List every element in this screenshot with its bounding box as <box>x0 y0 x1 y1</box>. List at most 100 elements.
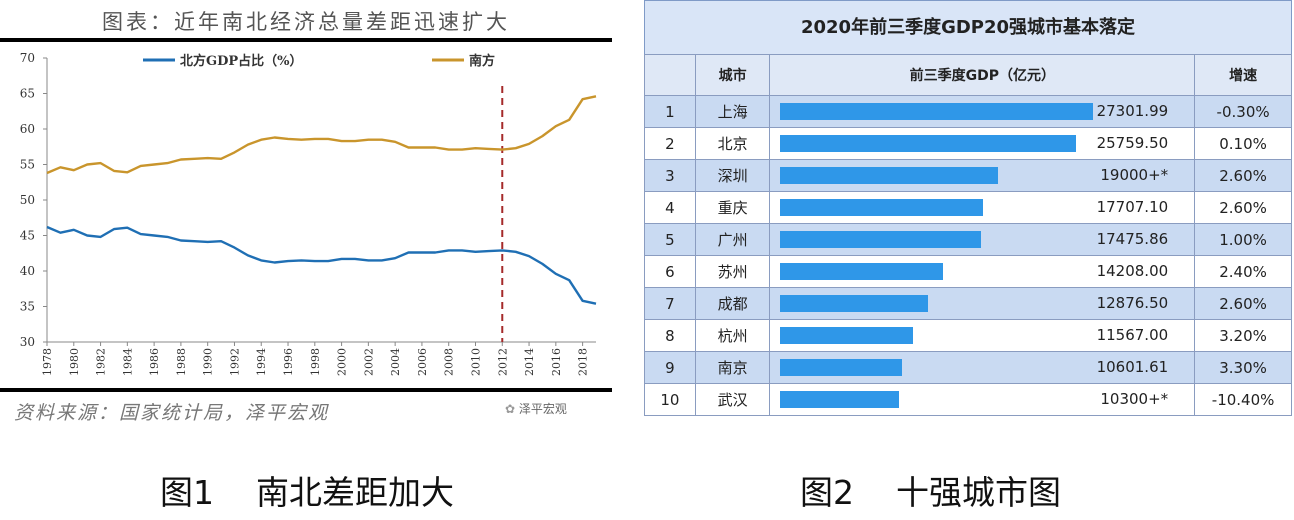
gdp-cell: 17475.86 <box>769 223 1196 256</box>
city-cell: 深圳 <box>694 159 771 192</box>
x-tick-label: 2002 <box>362 348 375 376</box>
table-row: 4 重庆 17707.10 2.60% <box>644 191 1292 224</box>
growth-cell: 0.10% <box>1194 127 1292 160</box>
gdp-cell: 10601.61 <box>769 351 1196 384</box>
x-tick-label: 1978 <box>41 348 54 376</box>
header-growth: 增速 <box>1194 54 1292 96</box>
gdp-value-label: 27301.99 <box>1096 102 1169 120</box>
y-tick-label: 50 <box>20 193 35 207</box>
city-cell: 北京 <box>694 127 771 160</box>
table-row: 10 武汉 10300+* -10.40% <box>644 383 1292 416</box>
x-tick-label: 2000 <box>336 348 349 376</box>
gdp-bar <box>780 167 999 184</box>
growth-cell: -10.40% <box>1194 383 1292 416</box>
chart1-watermark: ✿ 泽平宏观 <box>505 400 567 417</box>
gdp-bar <box>780 231 981 248</box>
rank-cell: 8 <box>644 319 696 352</box>
table-row: 3 深圳 19000+* 2.60% <box>644 159 1292 192</box>
chart1-bottom-rule <box>0 388 612 392</box>
gdp-cell: 17707.10 <box>769 191 1196 224</box>
city-cell: 苏州 <box>694 255 771 288</box>
growth-cell: 2.60% <box>1194 159 1292 192</box>
gdp-value-label: 14208.00 <box>1096 262 1169 280</box>
x-tick-label: 2006 <box>416 348 429 376</box>
header-city: 城市 <box>694 54 771 96</box>
y-tick-label: 35 <box>20 300 35 314</box>
y-tick-label: 55 <box>20 158 35 172</box>
growth-cell: 3.20% <box>1194 319 1292 352</box>
gdp-value-label: 19000+* <box>1100 166 1169 184</box>
x-tick-label: 1986 <box>148 348 161 376</box>
rank-cell: 6 <box>644 255 696 288</box>
table-row: 6 苏州 14208.00 2.40% <box>644 255 1292 288</box>
table-title: 2020年前三季度GDP20强城市基本落定 <box>644 0 1292 56</box>
city-cell: 杭州 <box>694 319 771 352</box>
gdp-cell: 11567.00 <box>769 319 1196 352</box>
x-tick-label: 2012 <box>496 348 509 376</box>
city-cell: 上海 <box>694 95 771 128</box>
gdp-value-label: 17707.10 <box>1096 198 1169 216</box>
growth-cell: 2.60% <box>1194 191 1292 224</box>
gdp-bar <box>780 359 902 376</box>
x-tick-label: 2018 <box>577 348 590 376</box>
gdp-cell: 10300+* <box>769 383 1196 416</box>
city-cell: 广州 <box>694 223 771 256</box>
gdp-value-label: 25759.50 <box>1096 134 1169 152</box>
header-gdp: 前三季度GDP（亿元） <box>769 54 1196 96</box>
gdp-bar <box>780 135 1076 152</box>
growth-cell: -0.30% <box>1194 95 1292 128</box>
watermark-text: 泽平宏观 <box>518 402 567 416</box>
gdp-cell: 14208.00 <box>769 255 1196 288</box>
x-tick-label: 1996 <box>282 348 295 376</box>
gdp-bar <box>780 263 944 280</box>
chart1-title: 图表：近年南北经济总量差距迅速扩大 <box>102 10 510 34</box>
y-tick-label: 45 <box>20 229 35 243</box>
rank-cell: 10 <box>644 383 696 416</box>
gdp-value-label: 11567.00 <box>1096 326 1169 344</box>
city-cell: 南京 <box>694 351 771 384</box>
table-row: 8 杭州 11567.00 3.20% <box>644 319 1292 352</box>
gdp-bar <box>780 199 984 216</box>
x-tick-label: 2014 <box>523 348 536 376</box>
city-cell: 重庆 <box>694 191 771 224</box>
gdp-bar <box>780 391 899 408</box>
city-cell: 武汉 <box>694 383 771 416</box>
series-line-north <box>46 225 597 305</box>
table-row: 7 成都 12876.50 2.60% <box>644 287 1292 320</box>
x-tick-label: 2010 <box>469 348 482 376</box>
gdp-table: 城市 前三季度GDP（亿元） 增速 1 上海 27301.99 -0.30% 2 北京 25… <box>644 54 1292 416</box>
chart1-top-rule <box>0 38 612 42</box>
x-tick-label: 1982 <box>95 348 108 376</box>
rank-cell: 1 <box>644 95 696 128</box>
growth-cell: 2.40% <box>1194 255 1292 288</box>
y-tick-label: 40 <box>20 264 35 278</box>
gdp-value-label: 12876.50 <box>1096 294 1169 312</box>
table-body: 1 上海 27301.99 -0.30% 2 北京 25759.50 0.10% 3 深圳 1900… <box>644 95 1292 416</box>
growth-cell: 1.00% <box>1194 223 1292 256</box>
rank-cell: 5 <box>644 223 696 256</box>
x-tick-label: 1994 <box>255 348 268 376</box>
gdp-cell: 27301.99 <box>769 95 1196 128</box>
legend-south-label: 南方 <box>469 53 495 69</box>
gdp-value-label: 17475.86 <box>1096 230 1169 248</box>
series-line-south <box>46 95 597 175</box>
rank-cell: 3 <box>644 159 696 192</box>
table-header-row: 城市 前三季度GDP（亿元） 增速 <box>644 54 1292 96</box>
chart1-source-note: 资料来源：国家统计局，泽平宏观 <box>14 402 330 424</box>
gdp-value-label: 10300+* <box>1100 390 1169 408</box>
gdp-table-panel: 2020年前三季度GDP20强城市基本落定 城市 前三季度GDP（亿元） 增速 … <box>644 0 1292 432</box>
y-tick-label: 70 <box>20 51 35 65</box>
table-row: 1 上海 27301.99 -0.30% <box>644 95 1292 128</box>
rank-cell: 4 <box>644 191 696 224</box>
chart1-panel: 图表：近年南北经济总量差距迅速扩大 30 35 40 45 50 55 60 65 70 1978… <box>0 0 612 440</box>
gdp-cell: 25759.50 <box>769 127 1196 160</box>
table-row: 9 南京 10601.61 3.30% <box>644 351 1292 384</box>
gdp-value-label: 10601.61 <box>1096 358 1169 376</box>
rank-cell: 9 <box>644 351 696 384</box>
x-tick-label: 2004 <box>389 348 402 376</box>
legend-north-label: 北方GDP占比（%） <box>180 53 303 69</box>
x-tick-label: 2008 <box>443 348 456 376</box>
rank-cell: 7 <box>644 287 696 320</box>
x-tick-label: 1988 <box>175 348 188 376</box>
table-row: 2 北京 25759.50 0.10% <box>644 127 1292 160</box>
